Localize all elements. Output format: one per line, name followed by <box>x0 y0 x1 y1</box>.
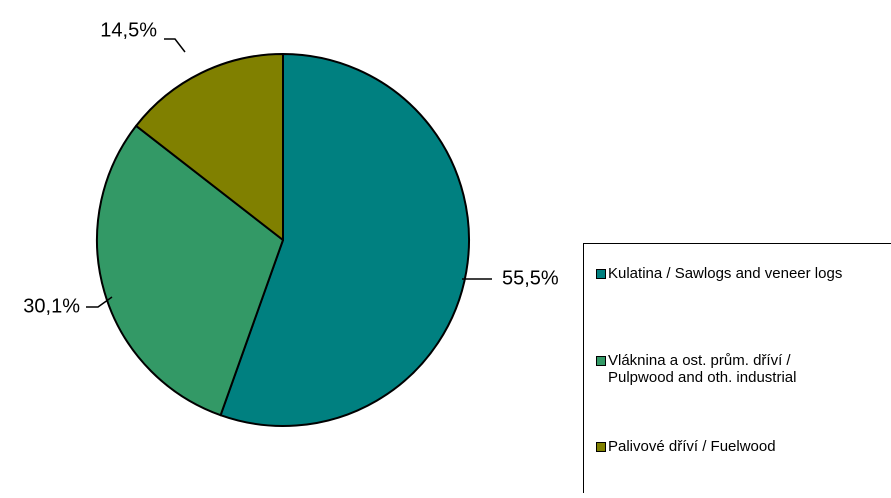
legend-swatch-pulpwood <box>596 356 606 366</box>
legend-swatch-fuelwood <box>596 442 606 452</box>
pie-data-labels: 55,5% 30,1% 14,5% <box>23 19 559 317</box>
legend-item-sawlogs: Kulatina / Sawlogs and veneer logs <box>596 265 842 282</box>
legend-label-sawlogs: Kulatina / Sawlogs and veneer logs <box>608 265 843 282</box>
data-label-pulpwood: 30,1% <box>23 295 80 317</box>
legend-label-pulpwood-line2: Pulpwood and oth. industrial <box>608 369 797 386</box>
legend-label-fuelwood: Palivové dříví / Fuelwood <box>608 438 776 455</box>
pie-slice-pulpwood <box>96 124 284 417</box>
leader-line-pulpwood <box>86 296 113 308</box>
legend: Kulatina / Sawlogs and veneer logs Vlákn… <box>583 243 891 493</box>
data-label-sawlogs: 55,5% <box>502 267 559 289</box>
pie-slice-fuelwood <box>135 53 284 241</box>
leader-line-fuelwood <box>164 38 186 53</box>
legend-item-pulpwood: Vláknina a ost. prům. dříví / Pulpwood a… <box>596 352 796 386</box>
legend-item-fuelwood: Palivové dříví / Fuelwood <box>596 438 776 455</box>
pie-slices <box>96 53 470 427</box>
legend-swatch-sawlogs <box>596 269 606 279</box>
data-label-fuelwood: 14,5% <box>100 19 157 41</box>
pie-leader-lines <box>86 38 492 308</box>
legend-label-pulpwood-line1: Vláknina a ost. prům. dříví / <box>608 352 791 369</box>
pie-slice-sawlogs <box>219 53 470 427</box>
